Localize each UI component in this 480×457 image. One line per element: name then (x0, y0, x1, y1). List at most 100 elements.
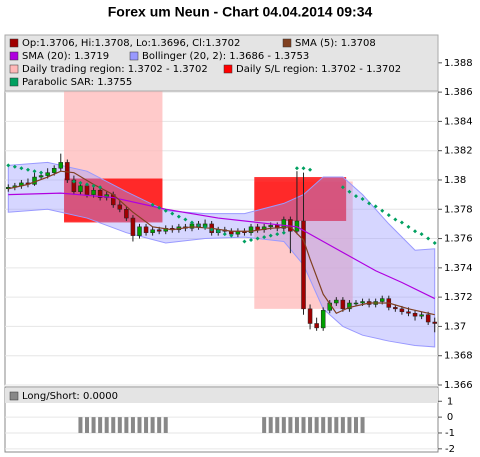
bar (124, 417, 129, 433)
sar-dot (294, 166, 299, 171)
sar-dot (85, 182, 90, 187)
sar-dot (71, 179, 76, 184)
bar (78, 417, 83, 433)
sar-dot (367, 201, 372, 206)
bar (301, 417, 306, 433)
sar-dot (281, 230, 286, 235)
candle-body (248, 226, 254, 233)
legend-label: Daily S/L region: 1.3702 - 1.3702 (236, 64, 401, 75)
sar-dot (98, 185, 103, 190)
sar-dot (176, 214, 181, 219)
bar (268, 417, 273, 433)
bar (294, 417, 299, 433)
legend-swatch (9, 64, 19, 74)
sar-dot (406, 224, 411, 229)
sar-dot (170, 211, 175, 216)
bar (130, 417, 135, 433)
bar (281, 417, 286, 433)
sar-dot (216, 229, 221, 234)
main-marks (6, 90, 437, 348)
legend-label: Daily trading region: 1.3702 - 1.3702 (22, 64, 208, 75)
sar-dot (19, 166, 24, 171)
legend: Op:1.3706, Hi:1.3708, Lo:1.3696, Cl:1.37… (4, 34, 439, 92)
chart-title: Forex um Neun - Chart 04.04.2014 09:34 (108, 4, 373, 20)
legend-swatch (223, 64, 233, 74)
candle-body (281, 219, 287, 229)
sar-dot (189, 220, 194, 225)
sar-dot (340, 185, 345, 190)
sar-dot (229, 233, 234, 238)
candle-body (419, 314, 424, 317)
candle-body (432, 321, 437, 324)
candle-body (117, 204, 123, 210)
candle-body (91, 189, 96, 195)
y-tick-label: 1.384 (444, 116, 473, 127)
sar-dot (399, 220, 404, 225)
candle-body (156, 229, 162, 232)
sar-dot (419, 232, 424, 237)
bar (321, 417, 326, 433)
candle-body (307, 308, 313, 324)
y-tick-label: 1.366 (444, 380, 473, 391)
bar (137, 417, 142, 433)
indicator-line (8, 192, 435, 300)
candle-body (360, 301, 365, 304)
sar-dot (301, 166, 306, 171)
candle-body (353, 302, 359, 305)
bar (347, 417, 352, 433)
candle-body (412, 312, 418, 317)
candle-body (137, 226, 142, 236)
y-tick-label: 1.388 (444, 58, 473, 69)
sar-dot (255, 236, 260, 241)
bar (91, 417, 96, 433)
sar-dot (157, 205, 162, 210)
legend-label: Op:1.3706, Hi:1.3708, Lo:1.3696, Cl:1.37… (22, 38, 240, 49)
sar-dot (209, 227, 214, 232)
y-tick-label: 1.376 (444, 234, 473, 245)
candle-body (130, 217, 136, 236)
lower-marks: Long/Short: 0.0000 (5, 388, 438, 433)
candle-body (51, 168, 57, 173)
bar (163, 417, 168, 433)
sar-dot (393, 217, 398, 222)
sar-dot (413, 229, 418, 234)
bar (98, 417, 103, 433)
sar-dot (203, 224, 208, 229)
candle-body (314, 323, 319, 329)
y-tick-label: 1.386 (444, 87, 473, 98)
y-tick-label: 1.382 (444, 146, 473, 157)
sar-dot (25, 167, 30, 172)
sar-dot (380, 208, 385, 213)
y-tick-label: 1.37 (444, 321, 466, 332)
candle-body (78, 185, 83, 192)
indicator-line (8, 170, 435, 316)
sar-dot (39, 170, 44, 175)
sar-dot (6, 163, 11, 168)
y2-tick-label: -1 (445, 428, 455, 439)
candle-body (406, 311, 411, 314)
candle-body (124, 209, 129, 219)
bar (353, 417, 358, 433)
sar-dot (268, 233, 273, 238)
sar-dot (78, 180, 83, 185)
candle-body (340, 299, 346, 310)
bar (308, 417, 313, 433)
legend-label: Bollinger (20, 2): 1.3686 - 1.3753 (142, 51, 309, 62)
sar-dot (222, 232, 227, 237)
candle-body (268, 225, 273, 228)
sar-dot (373, 204, 378, 209)
bar (327, 417, 332, 433)
bar (334, 417, 339, 433)
candle-body (255, 226, 260, 231)
candle-body (379, 298, 385, 302)
legend-swatch (282, 38, 292, 48)
candle-body (45, 172, 50, 176)
candle-body (150, 229, 155, 233)
bar (157, 417, 162, 433)
legend-label: SMA (20): 1.3719 (22, 51, 109, 62)
bar (314, 417, 319, 433)
candle-body (84, 185, 90, 195)
sar-dot (353, 194, 358, 199)
